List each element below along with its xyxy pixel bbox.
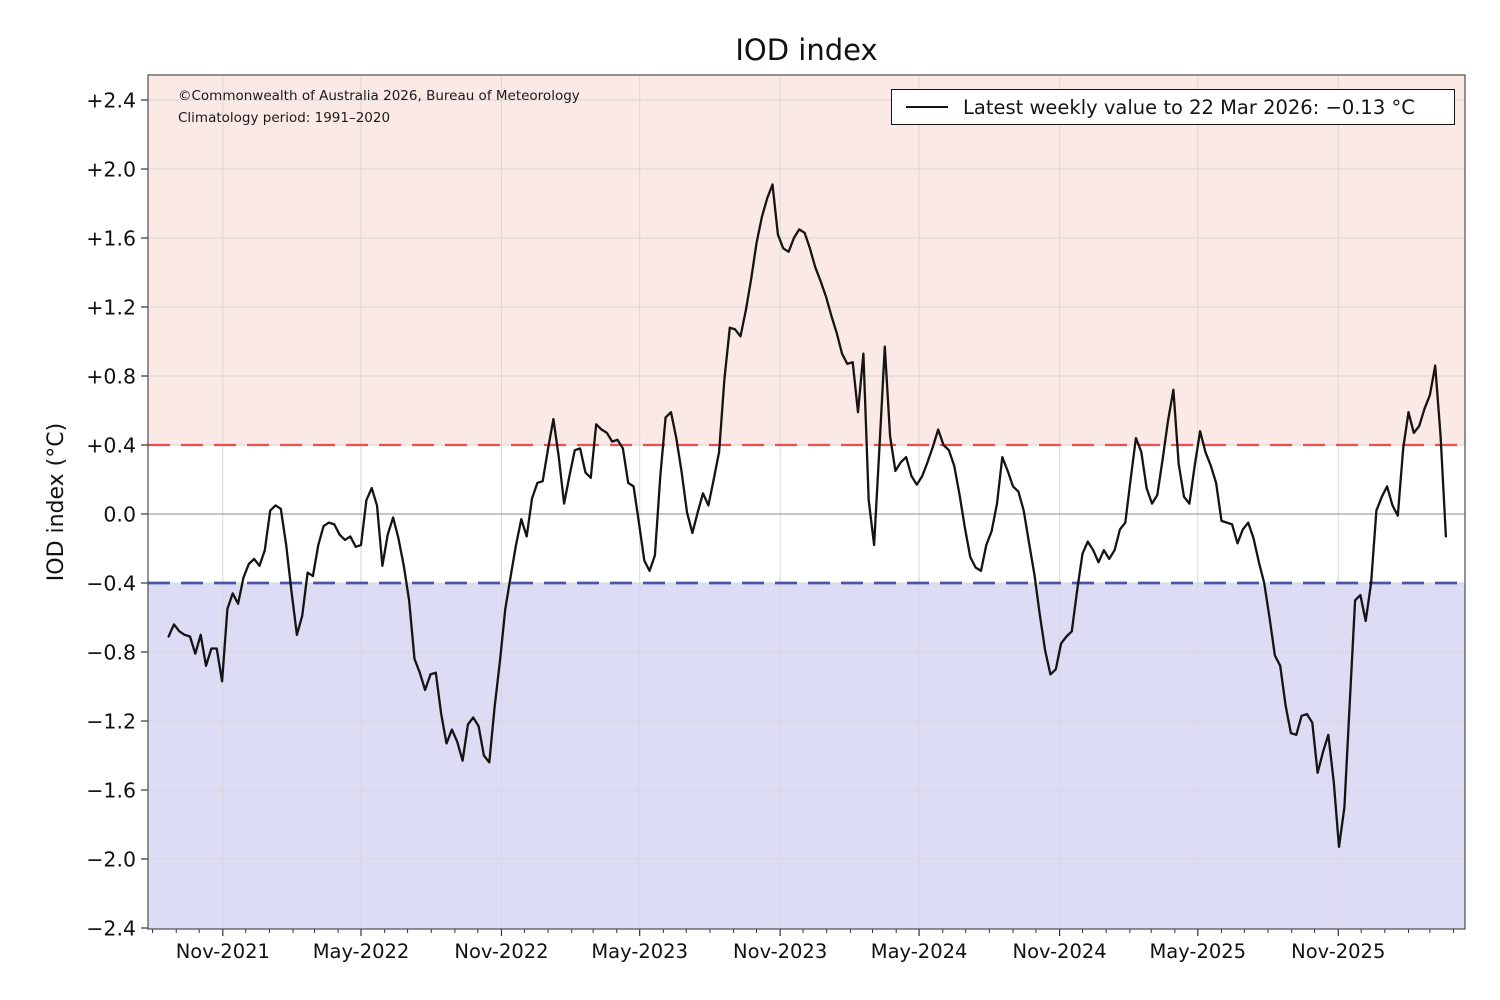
plot-border [147,74,1466,930]
source-annotation: ©Commonwealth of Australia 2026, Bureau … [178,85,580,129]
y-tick-label: +0.4 [86,434,136,458]
y-tick-label: +1.6 [86,227,136,251]
x-tick-label: May-2025 [1149,940,1246,963]
legend-line-sample [906,106,948,108]
x-tick-label: May-2024 [871,940,968,963]
x-tick-label: Nov-2023 [733,940,827,963]
positive-iod-region [148,75,1465,445]
x-tick-label: Nov-2021 [176,940,270,963]
y-tick-label: −0.4 [86,572,136,596]
x-tick-label: May-2023 [591,940,688,963]
iod-series-line [167,183,1448,849]
y-tick-label: +1.2 [86,296,136,320]
y-tick-label: −2.0 [86,848,136,872]
y-tick-label: +2.4 [86,89,136,113]
x-tick-label: Nov-2022 [454,940,548,963]
y-tick-label: −1.2 [86,710,136,734]
x-tick-label: Nov-2025 [1291,940,1385,963]
y-tick-label: +0.8 [86,365,136,389]
legend: Latest weekly value to 22 Mar 2026: −0.1… [891,89,1455,125]
y-axis-label: IOD index (°C) [44,422,69,582]
copyright-note: ©Commonwealth of Australia 2026, Bureau … [178,88,580,104]
y-tick-label: +2.0 [86,158,136,182]
climatology-note: Climatology period: 1991–2020 [178,110,391,126]
x-tick-label: Nov-2024 [1012,940,1106,963]
y-tick-label: −0.8 [86,641,136,665]
y-tick-label: −1.6 [86,779,136,803]
y-tick-label: −2.4 [86,917,136,941]
chart-title: IOD index [735,33,878,67]
y-tick-label: 0.0 [103,503,136,527]
x-tick-label: May-2022 [313,940,410,963]
legend-label: Latest weekly value to 22 Mar 2026: −0.1… [963,95,1415,119]
negative-iod-region [148,583,1465,929]
